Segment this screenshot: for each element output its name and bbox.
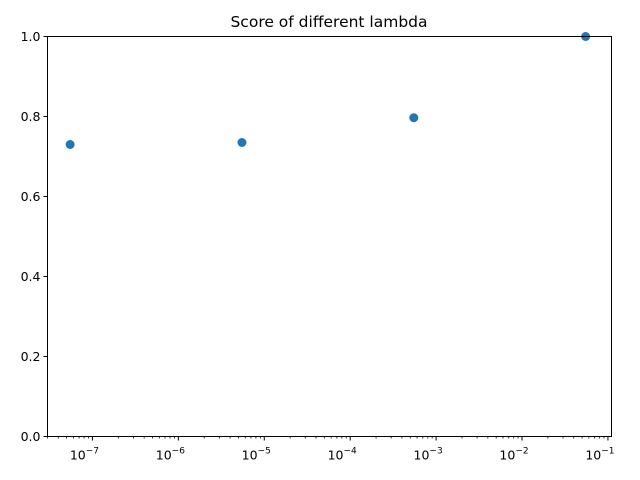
x-tick-label: 10−3	[414, 447, 443, 463]
chart-title: Score of different lambda	[230, 13, 427, 31]
x-axis: 10−7 10−6 10−5 10−4 10−3 10−2 10−1	[47, 436, 615, 463]
y-tick-label: 1.0	[21, 29, 41, 44]
data-point	[409, 113, 419, 123]
x-tick-label: 10−5	[242, 447, 271, 463]
y-tick-label: 0.6	[21, 189, 41, 204]
data-point	[65, 140, 75, 149]
y-tick-label: 0.2	[21, 349, 41, 364]
y-axis: 0.0 0.2 0.4 0.6 0.8 1.0	[21, 29, 48, 444]
x-tick-label: 10−1	[585, 447, 614, 463]
y-tick-label: 0.0	[21, 429, 41, 444]
y-tick-label: 0.4	[21, 269, 41, 284]
y-tick-label: 0.8	[21, 109, 41, 124]
x-tick-label: 10−2	[499, 447, 528, 463]
data-point	[237, 138, 247, 147]
x-tick-label: 10−6	[156, 447, 185, 463]
x-tick-label: 10−4	[328, 447, 357, 463]
data-points	[65, 32, 591, 149]
x-tick-label: 10−7	[70, 447, 99, 463]
plot-frame	[47, 36, 612, 437]
